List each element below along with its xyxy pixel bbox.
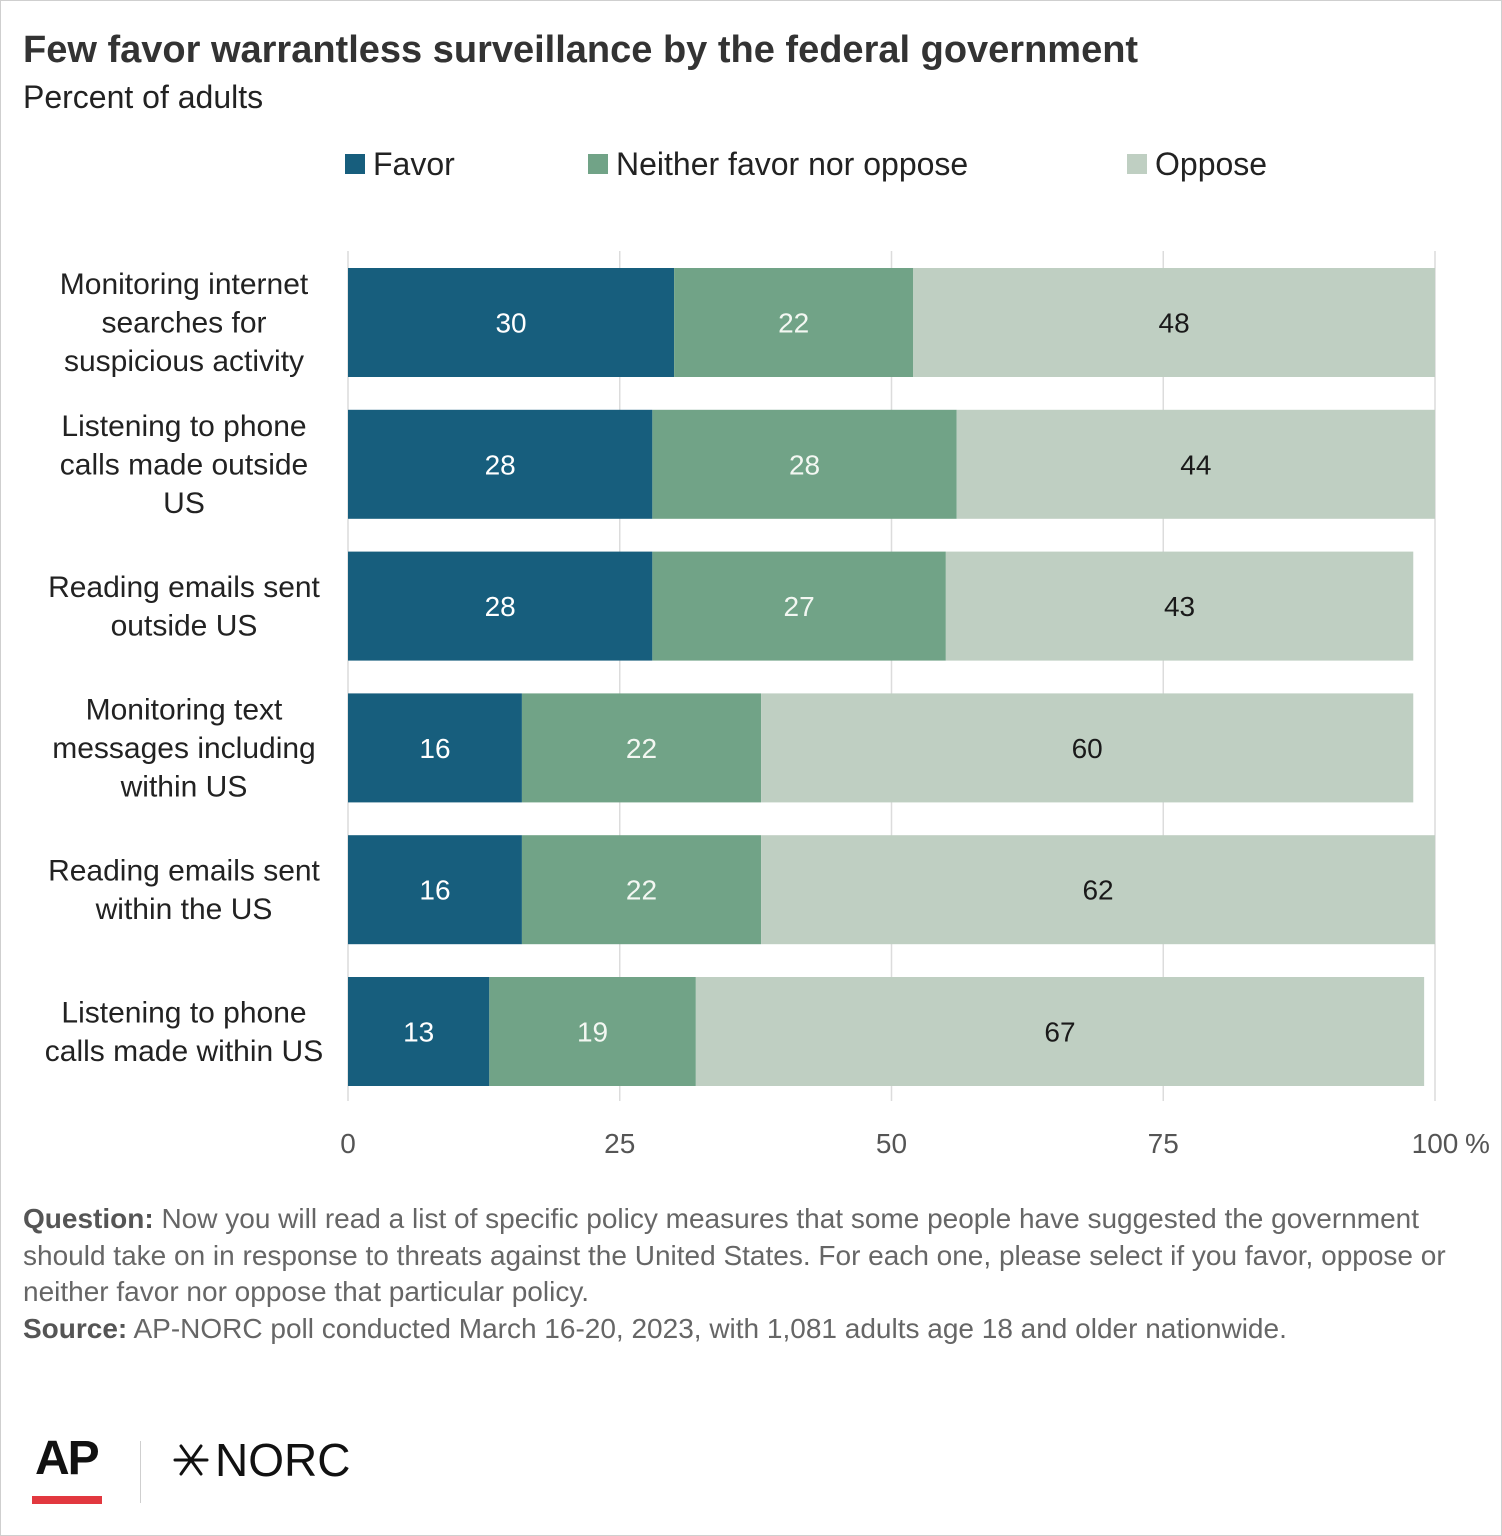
source-note: Source: AP-NORC poll conducted March 16-… <box>23 1311 1463 1348</box>
x-tick-label-75: 75 <box>1148 1128 1179 1159</box>
data-label-1-2: 44 <box>1180 449 1211 480</box>
category-label-0-2: suspicious activity <box>64 345 304 378</box>
category-label-1-2: US <box>163 487 205 520</box>
norc-logo: NORC <box>171 1433 350 1487</box>
x-tick-label-100: 100 <box>1412 1128 1459 1159</box>
bar-3-1 <box>521 693 762 803</box>
data-label-0-0: 30 <box>495 308 526 339</box>
category-label-0-0: Monitoring internet <box>60 268 309 301</box>
x-tick-label-25: 25 <box>604 1128 635 1159</box>
data-label-1-1: 28 <box>789 449 820 480</box>
bar-0-1 <box>674 268 914 377</box>
category-label-3-1: messages including <box>52 732 315 765</box>
norc-star-icon <box>173 1444 209 1476</box>
bar-1-2 <box>956 409 1435 519</box>
logo-divider <box>140 1441 141 1503</box>
data-label-5-0: 13 <box>403 1017 434 1048</box>
bar-1-0 <box>348 409 653 519</box>
chart-subtitle: Percent of adults <box>23 79 264 115</box>
bar-4-0 <box>348 835 522 945</box>
bar-2-1 <box>652 551 946 661</box>
legend-item-oppose: Oppose <box>1127 144 1267 184</box>
data-label-4-2: 62 <box>1082 875 1113 906</box>
x-tick-label-50: 50 <box>876 1128 907 1159</box>
data-label-3-2: 60 <box>1072 733 1103 764</box>
ap-logo-underline <box>32 1496 102 1504</box>
data-label-3-0: 16 <box>419 733 450 764</box>
data-label-0-2: 48 <box>1159 308 1190 339</box>
source-label: Source: <box>23 1312 128 1344</box>
footnote: Question: Now you will read a list of sp… <box>23 1201 1463 1347</box>
data-label-2-2: 43 <box>1164 591 1195 622</box>
bar-1-1 <box>652 409 957 519</box>
bar-2-2 <box>945 551 1414 661</box>
legend-label-neither: Neither favor nor oppose <box>616 145 969 182</box>
x-unit-label: % <box>1465 1128 1490 1159</box>
question-label: Question: <box>23 1203 154 1234</box>
bar-4-1 <box>521 835 762 945</box>
bar-0-0 <box>348 268 675 377</box>
data-label-5-2: 67 <box>1044 1017 1075 1048</box>
data-label-2-0: 28 <box>485 591 516 622</box>
legend-label-favor: Favor <box>373 145 455 182</box>
bar-chart: 30 22 48 Monitoring internet searches for sus… <box>45 251 1490 1159</box>
category-label-5-1: calls made within US <box>45 1035 323 1068</box>
data-label-5-1: 19 <box>577 1017 608 1048</box>
bar-3-2 <box>761 693 1414 803</box>
category-label-5-0: Listening to phone <box>61 996 306 1029</box>
category-label-2-0: Reading emails sent <box>48 571 320 604</box>
bar-5-2 <box>695 977 1425 1086</box>
legend-swatch-neither <box>588 154 608 174</box>
ap-logo: AP <box>35 1432 100 1485</box>
category-label-2-1: outside US <box>111 609 258 642</box>
bar-4-2 <box>761 835 1435 945</box>
data-label-2-1: 27 <box>784 591 815 622</box>
legend-swatch-oppose <box>1127 154 1147 174</box>
question-text: Now you will read a list of specific pol… <box>23 1203 1446 1307</box>
bar-5-1 <box>489 977 696 1086</box>
bar-2-0 <box>348 551 653 661</box>
bar-0-2 <box>913 268 1435 377</box>
legend-swatch-favor <box>345 154 365 174</box>
category-label-3-2: within US <box>120 770 248 803</box>
category-label-0-1: searches for <box>101 307 266 340</box>
source-text: AP-NORC poll conducted March 16-20, 2023… <box>127 1312 1287 1344</box>
bar-5-0 <box>348 977 490 1086</box>
norc-logo-text: NORC <box>215 1434 351 1486</box>
data-label-3-1: 22 <box>626 733 657 764</box>
data-label-4-0: 16 <box>419 875 450 906</box>
category-label-1-0: Listening to phone <box>61 410 306 443</box>
question-note: Question: Now you will read a list of sp… <box>23 1201 1463 1311</box>
bar-3-0 <box>348 693 522 803</box>
category-label-4-1: within the US <box>95 893 273 926</box>
category-label-3-0: Monitoring text <box>86 693 283 726</box>
data-label-1-0: 28 <box>485 449 516 480</box>
x-tick-label-0: 0 <box>340 1128 356 1159</box>
chart-title: Few favor warrantless surveillance by th… <box>23 29 1139 71</box>
data-label-0-1: 22 <box>778 308 809 339</box>
legend-item-favor: Favor <box>345 144 455 184</box>
legend-label-oppose: Oppose <box>1155 145 1268 182</box>
category-label-4-0: Reading emails sent <box>48 854 320 887</box>
legend-item-neither: Neither favor nor oppose <box>588 144 968 184</box>
data-label-4-1: 22 <box>626 875 657 906</box>
category-label-1-1: calls made outside <box>60 448 308 481</box>
